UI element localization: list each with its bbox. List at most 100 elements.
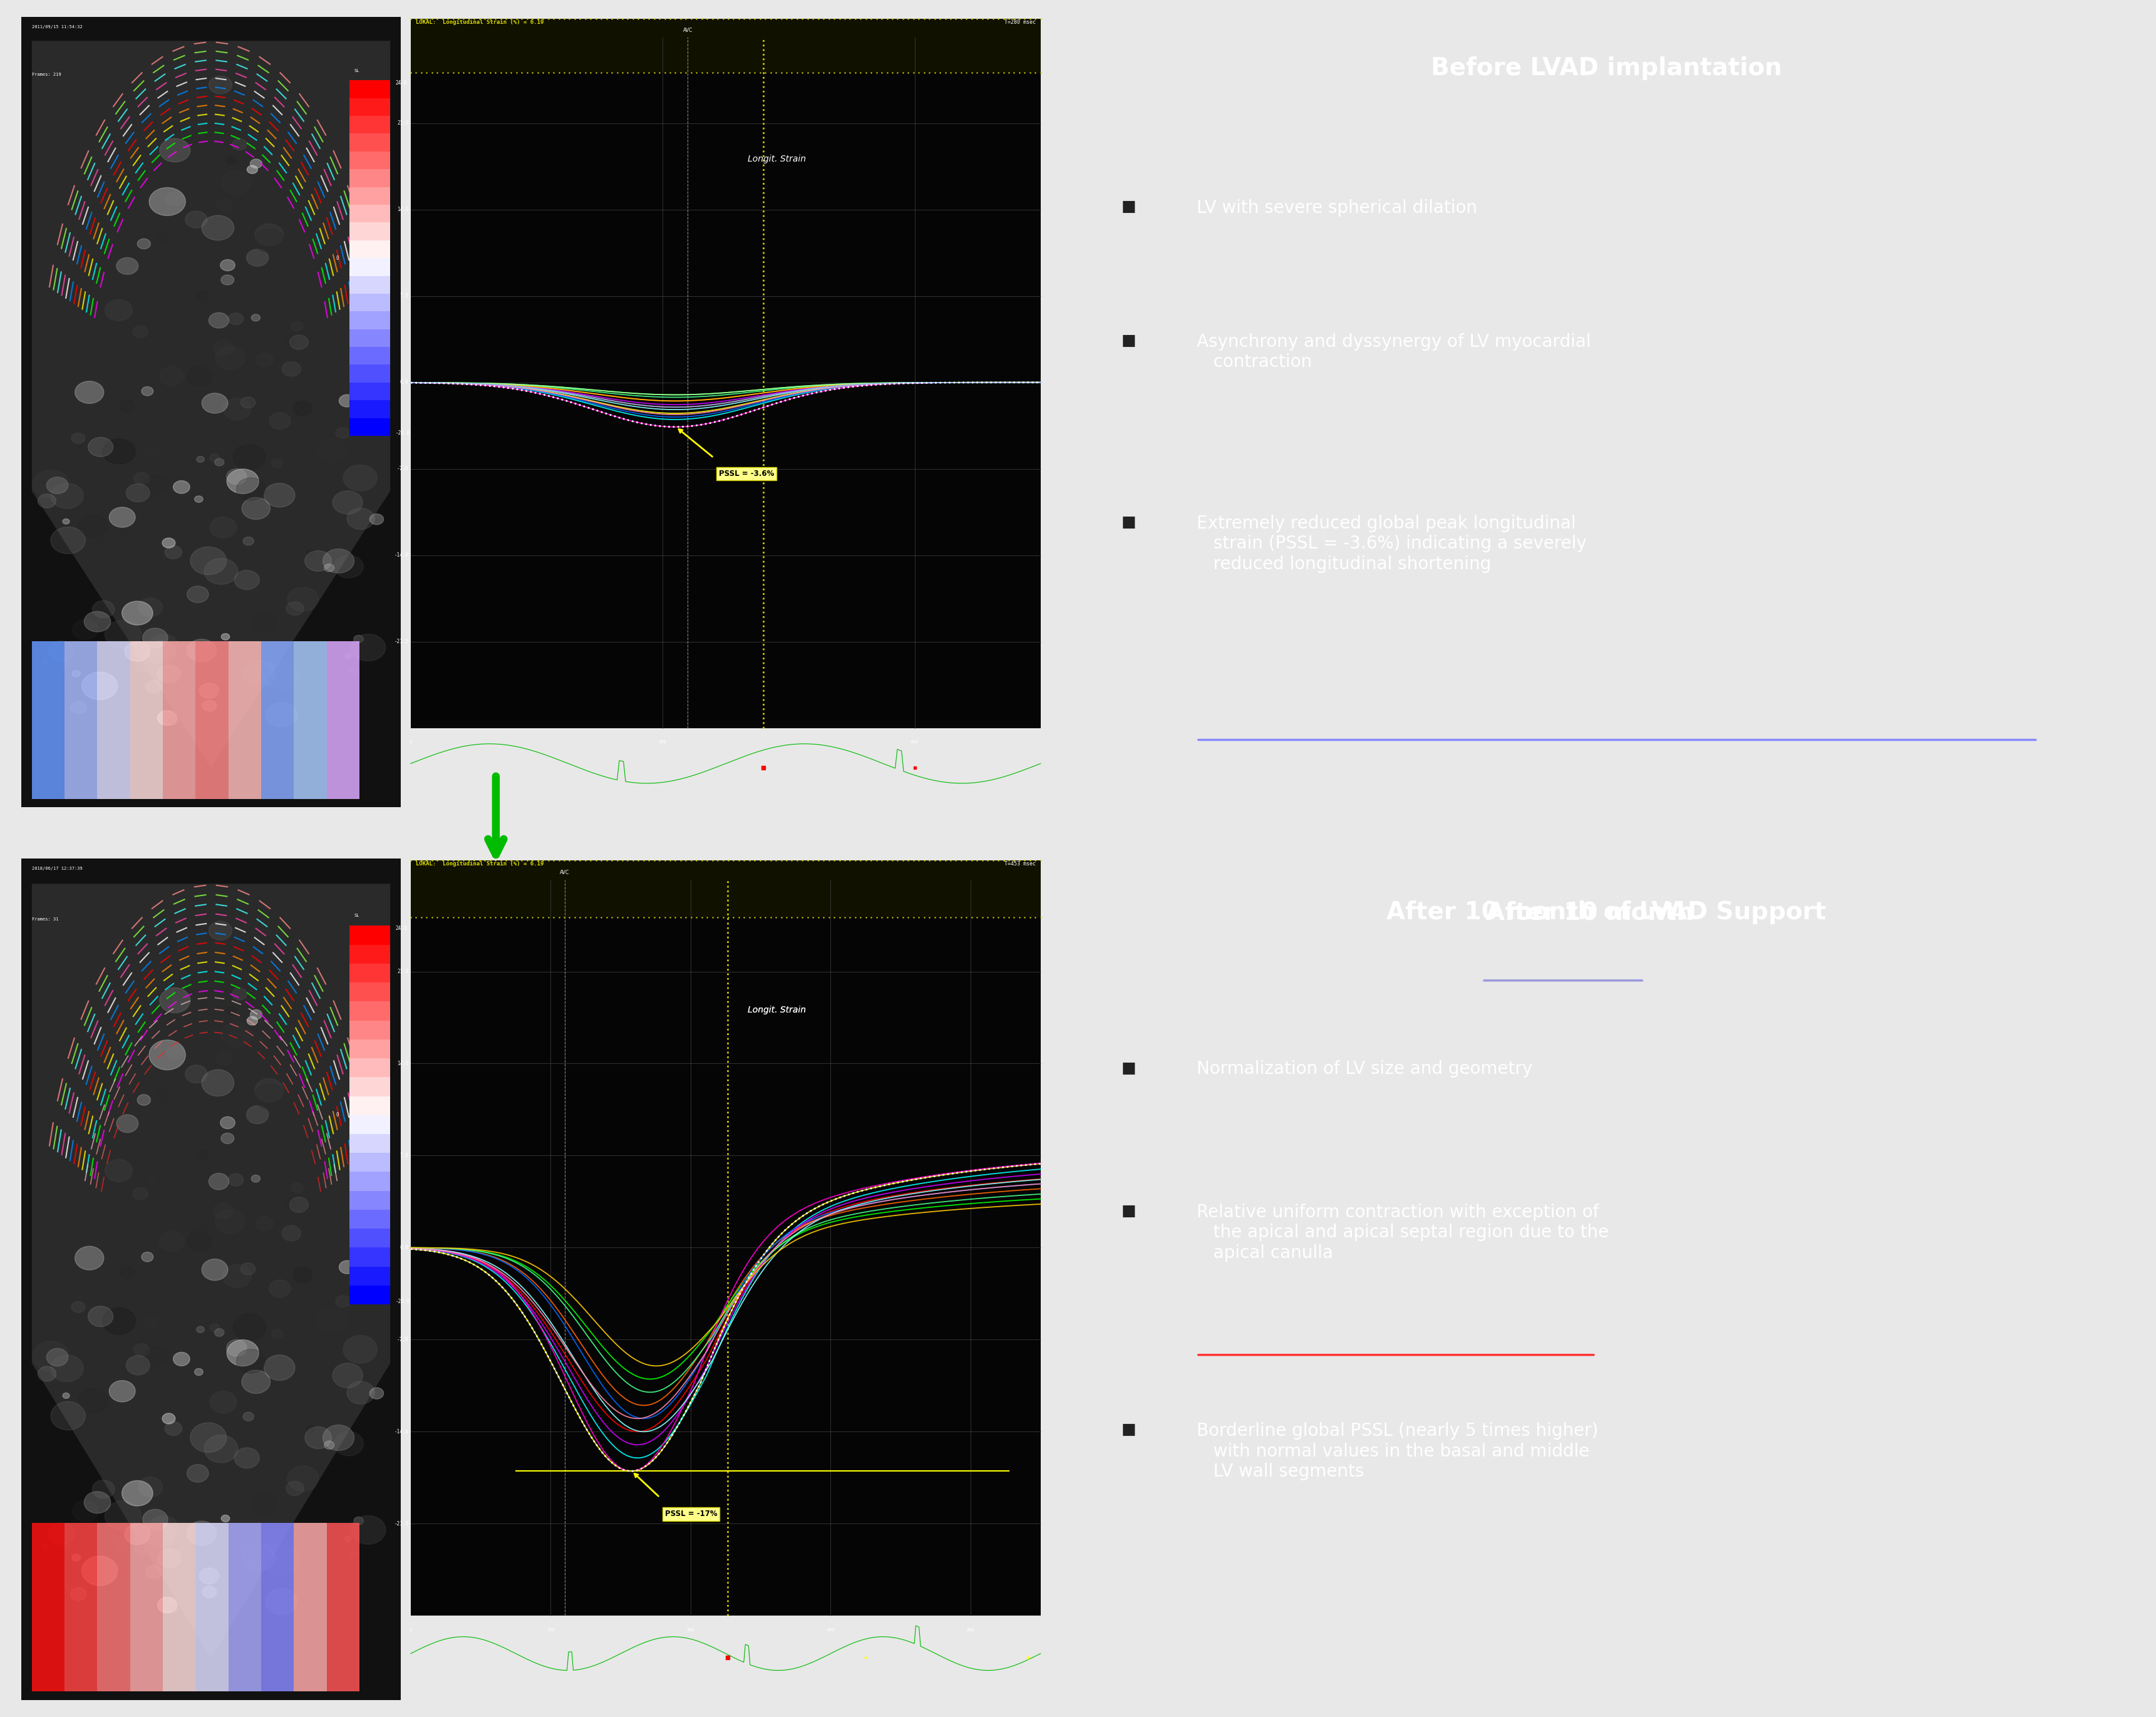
Circle shape xyxy=(157,234,168,240)
Text: 2018/06/17 12:37:39: 2018/06/17 12:37:39 xyxy=(32,867,82,871)
Circle shape xyxy=(157,1597,177,1612)
Circle shape xyxy=(351,1516,386,1544)
Circle shape xyxy=(149,1516,179,1540)
Circle shape xyxy=(116,258,138,275)
Circle shape xyxy=(185,211,207,228)
FancyBboxPatch shape xyxy=(32,640,65,798)
Circle shape xyxy=(103,440,136,464)
Circle shape xyxy=(71,1554,80,1561)
Circle shape xyxy=(287,587,319,611)
Text: 0: 0 xyxy=(410,1628,412,1633)
Circle shape xyxy=(306,1425,315,1432)
Circle shape xyxy=(213,1329,224,1336)
Circle shape xyxy=(233,139,248,149)
Text: 0: 0 xyxy=(336,1113,338,1118)
Polygon shape xyxy=(32,884,390,1659)
Circle shape xyxy=(136,1540,155,1556)
Circle shape xyxy=(229,1174,244,1186)
Circle shape xyxy=(123,601,153,625)
Circle shape xyxy=(289,335,308,350)
Circle shape xyxy=(203,1070,235,1095)
Text: ■: ■ xyxy=(1121,515,1136,531)
Circle shape xyxy=(235,570,259,589)
Circle shape xyxy=(241,664,263,682)
FancyBboxPatch shape xyxy=(349,1077,390,1095)
Circle shape xyxy=(125,642,151,661)
Circle shape xyxy=(196,457,205,462)
Circle shape xyxy=(106,299,132,321)
Circle shape xyxy=(144,476,168,494)
Circle shape xyxy=(185,1065,207,1083)
Circle shape xyxy=(226,156,237,165)
Text: 0.0: 0.0 xyxy=(401,379,410,385)
Circle shape xyxy=(82,1556,119,1585)
Circle shape xyxy=(188,367,211,386)
FancyBboxPatch shape xyxy=(349,1133,390,1154)
Circle shape xyxy=(209,76,233,94)
FancyBboxPatch shape xyxy=(349,383,390,400)
Circle shape xyxy=(149,314,157,321)
Text: ■: ■ xyxy=(1121,199,1136,215)
FancyBboxPatch shape xyxy=(349,400,390,417)
Text: PSSL = -17%: PSSL = -17% xyxy=(664,1509,718,1518)
Circle shape xyxy=(205,1435,237,1463)
Circle shape xyxy=(209,920,233,941)
Circle shape xyxy=(332,1363,362,1387)
Circle shape xyxy=(116,658,129,668)
Circle shape xyxy=(196,1150,209,1161)
Circle shape xyxy=(136,658,155,673)
Circle shape xyxy=(142,1509,168,1530)
FancyBboxPatch shape xyxy=(328,1523,360,1691)
FancyBboxPatch shape xyxy=(349,925,390,944)
FancyBboxPatch shape xyxy=(349,1229,390,1248)
Circle shape xyxy=(162,1413,175,1423)
Circle shape xyxy=(198,683,220,699)
Text: Before LVAD implantation: Before LVAD implantation xyxy=(1432,57,1781,81)
Circle shape xyxy=(222,1514,231,1521)
Circle shape xyxy=(216,1209,246,1233)
FancyBboxPatch shape xyxy=(349,1020,390,1039)
Circle shape xyxy=(257,354,274,367)
Circle shape xyxy=(73,1501,99,1521)
Circle shape xyxy=(172,1353,190,1365)
Circle shape xyxy=(203,701,216,711)
Circle shape xyxy=(116,1114,138,1133)
Circle shape xyxy=(138,598,162,616)
Circle shape xyxy=(168,718,179,725)
FancyBboxPatch shape xyxy=(293,1523,328,1691)
Circle shape xyxy=(209,1173,229,1190)
Circle shape xyxy=(75,1247,103,1271)
Circle shape xyxy=(272,1329,282,1338)
Circle shape xyxy=(188,585,209,603)
Circle shape xyxy=(213,340,233,355)
Circle shape xyxy=(229,312,244,325)
FancyBboxPatch shape xyxy=(410,19,1041,72)
FancyBboxPatch shape xyxy=(349,98,390,117)
Circle shape xyxy=(246,1106,270,1125)
Circle shape xyxy=(233,987,248,999)
FancyBboxPatch shape xyxy=(349,311,390,330)
FancyBboxPatch shape xyxy=(349,1095,390,1114)
Text: Relative uniform contraction with exception of
   the apical and apical septal r: Relative uniform contraction with except… xyxy=(1197,1204,1608,1262)
FancyBboxPatch shape xyxy=(349,1001,390,1020)
Circle shape xyxy=(203,215,235,240)
FancyBboxPatch shape xyxy=(229,1523,261,1691)
Circle shape xyxy=(241,661,276,687)
Circle shape xyxy=(235,1447,259,1468)
Circle shape xyxy=(323,1441,334,1449)
Circle shape xyxy=(73,620,99,640)
Circle shape xyxy=(216,347,246,369)
FancyBboxPatch shape xyxy=(349,963,390,982)
Circle shape xyxy=(282,1226,302,1241)
Circle shape xyxy=(272,458,282,467)
Circle shape xyxy=(354,635,364,642)
Text: -21.0: -21.0 xyxy=(395,639,410,644)
Circle shape xyxy=(222,634,231,640)
FancyBboxPatch shape xyxy=(349,1039,390,1058)
Circle shape xyxy=(134,326,149,338)
FancyBboxPatch shape xyxy=(349,364,390,383)
Circle shape xyxy=(270,412,291,429)
Circle shape xyxy=(60,659,69,666)
Circle shape xyxy=(254,223,282,246)
Text: LOKAL:  Longitudinal Strain (%) = 6.19: LOKAL: Longitudinal Strain (%) = 6.19 xyxy=(416,19,543,26)
